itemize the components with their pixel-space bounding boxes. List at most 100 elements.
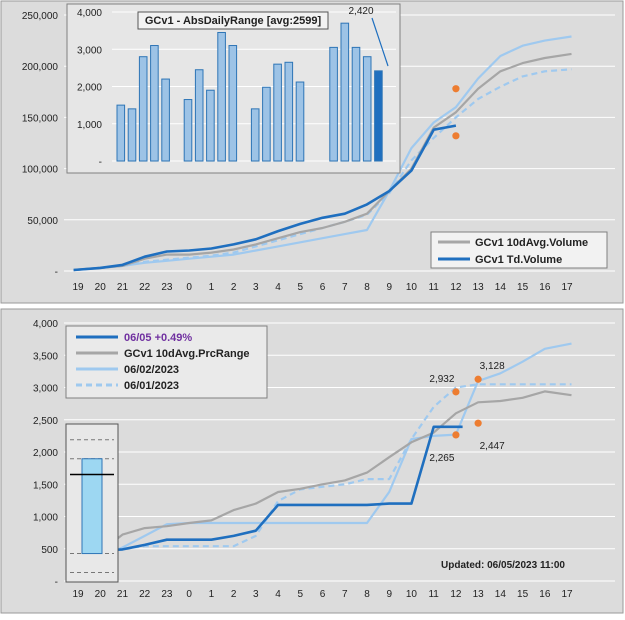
bot-x-tick-label: 6 xyxy=(320,589,326,600)
inset-title: GCv1 - AbsDailyRange [avg:2599] xyxy=(145,15,322,27)
top-y-tick-label: - xyxy=(55,267,58,278)
top-x-tick-label: 6 xyxy=(320,282,326,293)
bot-x-tick-label: 21 xyxy=(117,589,129,600)
top-y-tick-label: 150,000 xyxy=(22,113,59,124)
top-x-tick-label: 0 xyxy=(186,282,192,293)
legend-label-10davg-volume: GCv1 10dAvg.Volume xyxy=(475,237,588,249)
inset-bar-22 xyxy=(362,56,372,162)
top-legend-box xyxy=(430,231,608,269)
bot-y-tick-label: 1,500 xyxy=(33,480,58,491)
inset-bar-16 xyxy=(295,81,305,162)
bot-marker-0 xyxy=(452,388,460,396)
bot-x-tick-label: 2 xyxy=(231,589,237,600)
bot-marker-1 xyxy=(474,375,482,383)
inset-bar-14 xyxy=(273,63,282,162)
inset-bar-15 xyxy=(284,61,294,162)
top-x-tick-label: 13 xyxy=(473,282,485,293)
bottom-series-lines xyxy=(73,342,572,570)
bot-y-tick-label: 3,500 xyxy=(33,351,58,362)
range-box-inner xyxy=(70,439,114,574)
inset-bar-3 xyxy=(150,45,159,162)
inset-annotation-leader xyxy=(371,17,389,67)
inset-bar-21 xyxy=(351,46,361,162)
inset-y-tick-label: - xyxy=(99,157,102,168)
range-box xyxy=(65,423,119,583)
top-x-tick-label: 14 xyxy=(495,282,507,293)
bot-marker-3 xyxy=(474,419,482,427)
bot-x-tick-label: 13 xyxy=(473,589,485,600)
top-markers xyxy=(452,85,460,140)
bottom-y-axis: - 500 1,000 1,500 2,000 2,500 3,000 3,500 4,000 xyxy=(33,319,58,588)
bottom-x-axis: 19 20 21 22 23 0 1 2 3 4 5 6 7 8 9 10 11 12 13 14 15 16 17 xyxy=(72,589,573,600)
top-x-axis: 19 20 21 22 23 0 1 2 3 4 5 6 7 8 9 10 11 12 13 14 15 16 17 xyxy=(72,282,573,293)
bot-series-line-0 xyxy=(73,425,463,556)
inset-bar-10 xyxy=(228,45,238,162)
top-x-tick-label: 21 xyxy=(117,282,129,293)
legend-label-td-volume: GCv1 Td.Volume xyxy=(475,254,562,266)
inset-bar-19 xyxy=(329,46,338,162)
inset-y-tick-label: 3,000 xyxy=(77,45,102,56)
top-x-tick-label: 16 xyxy=(539,282,551,293)
bot-x-tick-label: 11 xyxy=(428,589,439,600)
inset-bar-6 xyxy=(183,99,193,162)
bot-marker-label-3: 2,447 xyxy=(480,441,505,452)
top-y-tick-label: 200,000 xyxy=(22,62,59,73)
top-x-tick-label: 1 xyxy=(209,282,215,293)
top-x-tick-label: 23 xyxy=(161,282,173,293)
bot-x-tick-label: 5 xyxy=(298,589,304,600)
top-series-lines xyxy=(73,35,572,272)
top-y-axis: - 50,000 100,000 150,000 200,000 250,000 xyxy=(22,11,59,278)
bot-x-tick-label: 8 xyxy=(364,589,370,600)
bot-x-tick-label: 9 xyxy=(386,589,392,600)
inset-bar-4 xyxy=(161,78,170,162)
top-x-tick-label: 9 xyxy=(386,282,392,293)
bot-x-tick-label: 16 xyxy=(539,589,551,600)
top-x-tick-label: 3 xyxy=(253,282,259,293)
top-x-tick-label: 2 xyxy=(231,282,237,293)
bot-x-tick-label: 17 xyxy=(561,589,573,600)
top-x-tick-label: 12 xyxy=(450,282,462,293)
bot-marker-label-1: 3,128 xyxy=(480,361,505,372)
updated-annotation: Updated: 06/05/2023 11:00 xyxy=(441,560,565,571)
legend-label-0601: 06/01/2023 xyxy=(124,380,179,392)
top-y-tick-label: 50,000 xyxy=(27,216,58,227)
inset-y-axis: - 1,000 2,000 3,000 4,000 xyxy=(77,8,102,168)
bot-y-tick-label: 3,000 xyxy=(33,384,58,395)
inset-annotation: 2,420 xyxy=(348,6,373,17)
legend-label-0602: 06/02/2023 xyxy=(124,364,179,376)
top-marker-1 xyxy=(452,132,460,140)
bottom-markers: 2,932 3,128 2,265 2,447 xyxy=(429,361,505,464)
top-x-tick-label: 5 xyxy=(298,282,304,293)
top-x-tick-label: 22 xyxy=(139,282,151,293)
bot-x-tick-label: 20 xyxy=(95,589,107,600)
inset-y-tick-label: 1,000 xyxy=(77,120,102,131)
top-series-line-2 xyxy=(73,35,572,272)
top-x-tick-label: 19 xyxy=(72,282,84,293)
top-y-tick-label: 250,000 xyxy=(22,11,59,22)
legend-label-0605: 06/05 +0.49% xyxy=(124,332,192,344)
top-x-tick-label: 20 xyxy=(95,282,107,293)
bot-marker-label-2: 2,265 xyxy=(429,453,454,464)
inset-title-box xyxy=(137,11,329,30)
bot-x-tick-label: 22 xyxy=(139,589,151,600)
top-y-tick-label: 100,000 xyxy=(22,165,59,176)
bot-x-tick-label: 19 xyxy=(72,589,84,600)
bot-x-tick-label: 3 xyxy=(253,589,259,600)
range-fill xyxy=(81,458,103,555)
bot-x-tick-label: 10 xyxy=(406,589,418,600)
bot-x-tick-label: 15 xyxy=(517,589,529,600)
inset-bar-12 xyxy=(250,108,260,162)
bot-x-tick-label: 4 xyxy=(275,589,281,600)
bot-y-tick-label: 4,000 xyxy=(33,319,58,330)
top-x-tick-label: 4 xyxy=(275,282,281,293)
inset-y-tick-label: 2,000 xyxy=(77,83,102,94)
bot-x-tick-label: 1 xyxy=(209,589,215,600)
inset-bar-13 xyxy=(262,86,271,162)
top-marker-0 xyxy=(452,85,460,93)
inset-bar-20 xyxy=(340,22,350,162)
inset-bars xyxy=(116,22,383,162)
bot-x-tick-label: 12 xyxy=(450,589,462,600)
bot-marker-label-0: 2,932 xyxy=(429,374,454,385)
bot-marker-2 xyxy=(452,431,460,439)
